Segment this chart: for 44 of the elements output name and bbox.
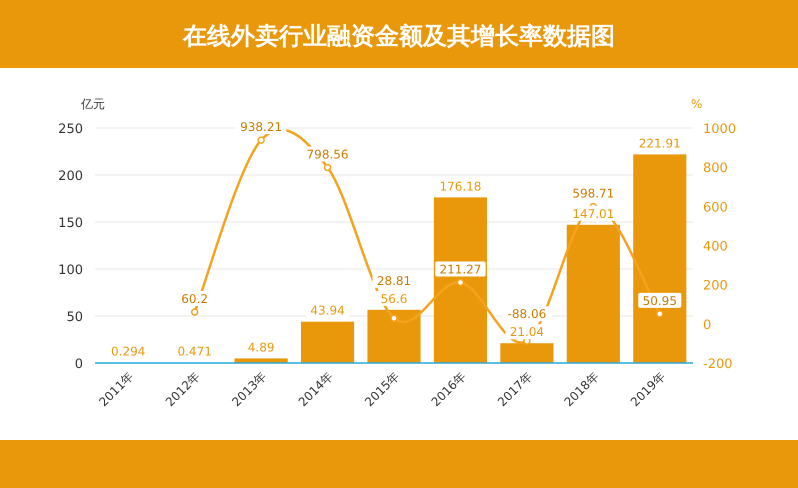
y2-tick-label: 400 <box>703 240 728 254</box>
data-label: 21.04 <box>510 325 544 340</box>
data-label: 56.6 <box>380 292 408 306</box>
data-label: 221.91 <box>638 136 681 150</box>
y-tick-label: 250 <box>58 122 83 137</box>
data-label: 43.94 <box>310 304 345 318</box>
y-axis-title: 亿元 <box>80 97 105 111</box>
y-tick-label: 200 <box>58 169 83 184</box>
data-label: 938.21 <box>240 120 282 134</box>
y2-axis-title: % <box>691 97 702 111</box>
bar <box>367 310 421 363</box>
point <box>390 314 398 322</box>
data-label: 0.471 <box>177 344 212 359</box>
data-label: 211.27 <box>439 262 482 276</box>
y2-tick-label: 800 <box>703 161 728 176</box>
y2-tick-label: 1000 <box>703 122 736 137</box>
bar <box>300 322 354 363</box>
y2-tick-label: 0 <box>703 318 712 333</box>
data-label: 28.81 <box>376 274 412 288</box>
y2-tick-label: 200 <box>703 278 728 294</box>
chart-title: 在线外卖行业融资金额及其增长率数据图 <box>182 22 615 50</box>
point <box>190 308 198 316</box>
y-tick-label: 50 <box>66 310 83 325</box>
data-label: 60.2 <box>181 292 208 306</box>
data-label: 798.56 <box>306 147 349 162</box>
point <box>456 278 464 286</box>
data-label: 4.89 <box>248 340 274 354</box>
data-label: -88.06 <box>508 307 546 322</box>
bar <box>566 224 620 363</box>
y-tick-label: 100 <box>58 263 83 278</box>
y-tick-label: 0 <box>74 357 83 372</box>
data-label: 0.294 <box>111 344 146 359</box>
data-label: 50.95 <box>642 294 677 308</box>
point <box>257 136 265 144</box>
bar <box>434 197 488 363</box>
y-tick-label: 150 <box>58 216 83 231</box>
bar <box>633 154 686 363</box>
y2-tick-label: -200 <box>703 357 733 372</box>
data-label: 176.18 <box>439 179 482 194</box>
point <box>324 164 332 172</box>
data-label: 598.71 <box>572 186 614 201</box>
point <box>656 310 664 318</box>
bar <box>500 343 554 363</box>
y2-tick-label: 600 <box>703 200 728 216</box>
